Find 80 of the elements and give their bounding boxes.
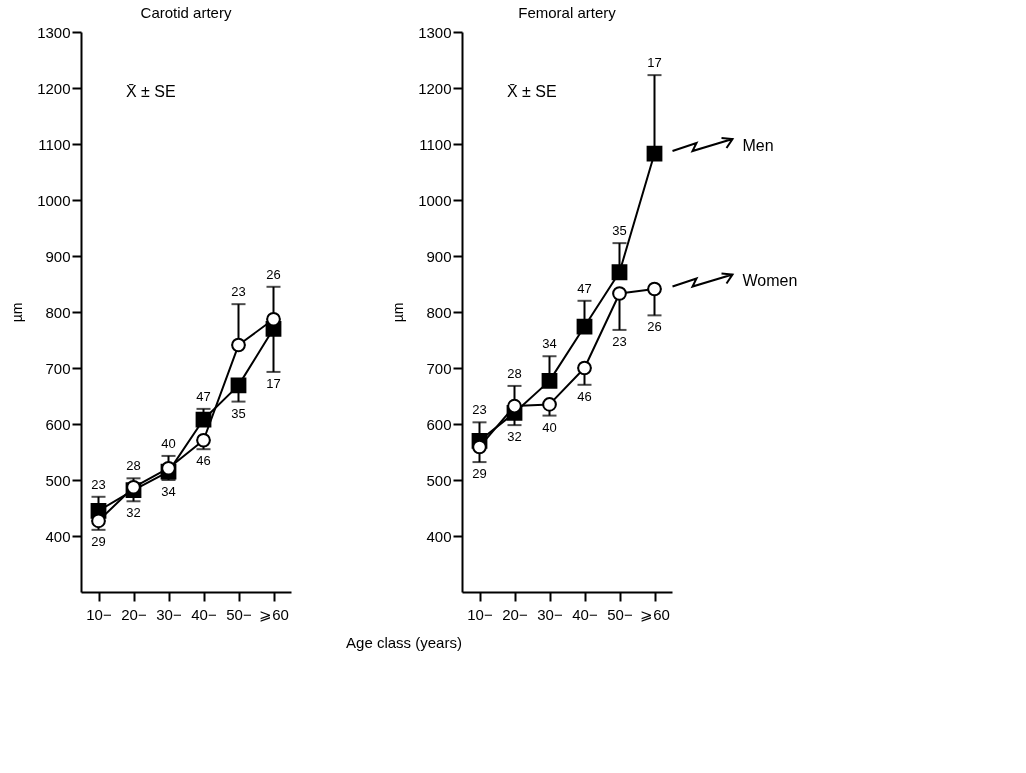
annotation: 23 bbox=[472, 402, 487, 418]
y-tick-label: 600 bbox=[45, 415, 71, 433]
y-tick-label: 500 bbox=[426, 471, 452, 489]
x-tick-label: ⩾60 bbox=[259, 605, 289, 623]
y-tick-label: 700 bbox=[45, 359, 71, 377]
x-tick-label: 20− bbox=[121, 605, 147, 623]
y-tick-label: 900 bbox=[426, 247, 452, 265]
annotation: 40 bbox=[542, 419, 557, 435]
x-tick-label: 40− bbox=[572, 605, 598, 623]
y-tick-label: 500 bbox=[45, 471, 71, 489]
point bbox=[230, 377, 247, 394]
x-tick-label: 10− bbox=[86, 605, 112, 623]
y-tick-label: 900 bbox=[45, 247, 71, 265]
y-tick-label: 1300 bbox=[418, 23, 452, 41]
y-axis-title: µm bbox=[9, 302, 26, 323]
y-tick-label: 400 bbox=[426, 527, 452, 545]
y-tick-label: 400 bbox=[45, 527, 71, 545]
x-tick-label: ⩾60 bbox=[640, 605, 670, 623]
annotation: 34 bbox=[542, 336, 557, 352]
point bbox=[161, 460, 176, 476]
point bbox=[542, 397, 557, 412]
y-tick-label: 1000 bbox=[418, 191, 452, 209]
chart-title: Femoral artery bbox=[518, 4, 617, 21]
point bbox=[611, 264, 628, 281]
x-tick-label: 40− bbox=[191, 605, 217, 623]
annotation: X̄ ± SE bbox=[507, 83, 557, 100]
annotation: 47 bbox=[577, 280, 592, 296]
point bbox=[507, 398, 522, 414]
annotation: 32 bbox=[507, 429, 522, 445]
x-tick-label: 30− bbox=[537, 605, 563, 623]
y-tick-label: 1200 bbox=[37, 79, 71, 97]
y-tick-label: 800 bbox=[426, 303, 452, 321]
annotation: 17 bbox=[647, 55, 662, 71]
y-tick-label: 1100 bbox=[38, 135, 71, 153]
point bbox=[196, 432, 211, 448]
x-tick-label: 50− bbox=[226, 605, 252, 623]
y-tick-label: 600 bbox=[426, 415, 452, 433]
annotation: X̄ ± SE bbox=[126, 83, 176, 100]
point bbox=[266, 311, 281, 327]
annotation: 29 bbox=[91, 533, 106, 549]
legend-label: Women bbox=[742, 272, 798, 290]
chart-title: Carotid artery bbox=[140, 4, 232, 21]
y-tick-label: 1300 bbox=[37, 23, 71, 41]
annotation: 35 bbox=[231, 405, 246, 421]
annotation: 28 bbox=[507, 365, 522, 381]
annotation: 28 bbox=[126, 458, 141, 474]
point bbox=[576, 318, 593, 335]
y-tick-label: 700 bbox=[426, 359, 452, 377]
x-tick-label: 20− bbox=[502, 605, 528, 623]
annotation: 26 bbox=[647, 319, 662, 335]
x-axis-title: Age class (years) bbox=[346, 634, 462, 651]
annotation: 46 bbox=[196, 453, 211, 469]
point bbox=[646, 145, 663, 162]
point bbox=[577, 360, 592, 376]
legend-label: Men bbox=[742, 136, 774, 154]
x-tick-label: 10− bbox=[467, 605, 493, 623]
annotation: 23 bbox=[612, 333, 627, 349]
point bbox=[231, 337, 246, 353]
y-tick-label: 800 bbox=[45, 303, 71, 321]
annotation: 17 bbox=[266, 375, 281, 391]
annotation: 26 bbox=[266, 266, 281, 282]
x-tick-label: 50− bbox=[607, 605, 633, 623]
y-axis-title: µm bbox=[390, 302, 407, 323]
annotation: 47 bbox=[196, 388, 211, 404]
point bbox=[647, 281, 662, 297]
annotation: 32 bbox=[126, 505, 141, 521]
annotation: 46 bbox=[577, 388, 592, 404]
annotation: 23 bbox=[91, 476, 106, 492]
x-tick-label: 30− bbox=[156, 605, 182, 623]
annotation: 35 bbox=[612, 223, 627, 239]
y-tick-label: 1000 bbox=[37, 191, 71, 209]
point bbox=[541, 372, 558, 389]
y-tick-label: 1200 bbox=[418, 79, 452, 97]
annotation: 34 bbox=[161, 484, 176, 499]
annotation: 23 bbox=[231, 284, 246, 300]
y-tick-label: 1100 bbox=[419, 135, 452, 153]
annotation: 29 bbox=[472, 466, 487, 482]
annotation: 40 bbox=[161, 435, 176, 451]
point bbox=[612, 286, 627, 301]
point bbox=[472, 439, 487, 455]
